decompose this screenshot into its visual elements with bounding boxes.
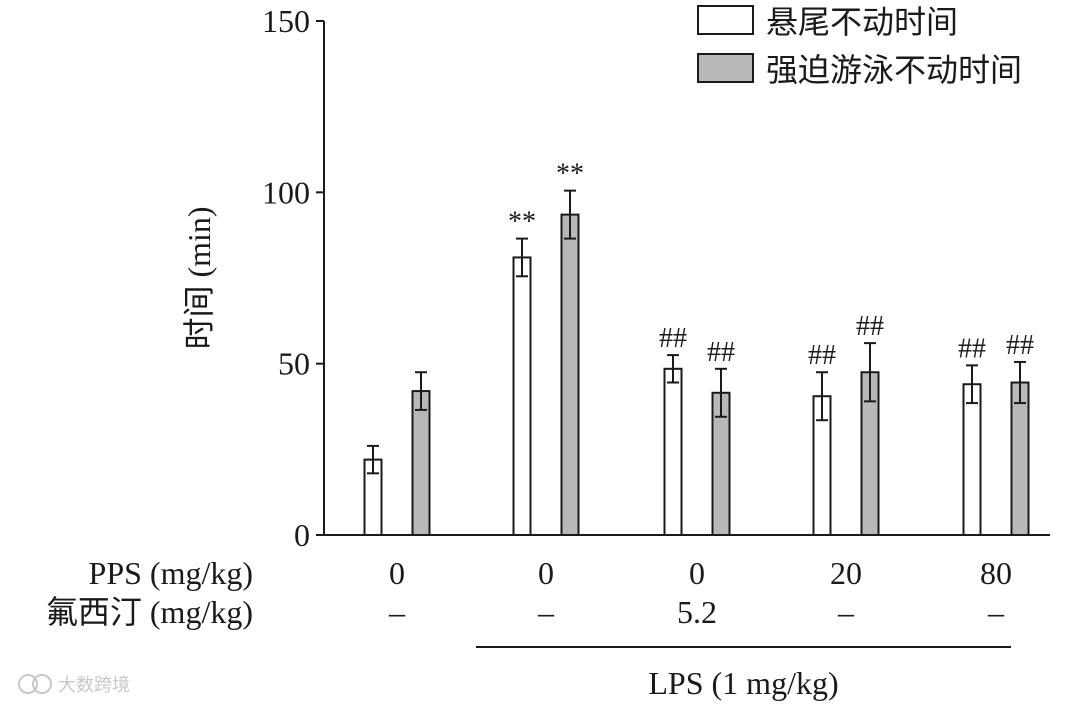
significance-mark: **	[556, 159, 584, 190]
row-value: –	[388, 594, 406, 630]
bar-tail-suspension	[512, 256, 532, 536]
y-tick-label: 100	[262, 174, 310, 210]
row-value: 0	[389, 555, 405, 591]
row-value: 80	[980, 555, 1012, 591]
row-label: 氟西汀 (mg/kg)	[46, 594, 253, 630]
legend-swatch	[697, 53, 754, 83]
y-axis-label: 时间 (min)	[181, 206, 217, 349]
lps-label: LPS (1 mg/kg)	[648, 665, 838, 701]
y-tick-label: 150	[262, 3, 310, 39]
significance-mark: ##	[707, 337, 735, 368]
row-label: PPS (mg/kg)	[89, 555, 253, 591]
row-value: 0	[689, 555, 705, 591]
significance-mark: ##	[808, 340, 836, 371]
row-value: 5.2	[677, 594, 717, 630]
bar-forced-swim	[1010, 381, 1030, 536]
y-tick-label: 0	[294, 517, 310, 553]
legend-swatch	[697, 5, 754, 35]
y-tick-label: 50	[278, 346, 310, 382]
watermark-text: 大数跨境	[58, 675, 130, 696]
row-value: –	[837, 594, 855, 630]
significance-mark: ##	[856, 311, 884, 342]
significance-mark: ##	[1006, 330, 1034, 361]
row-value: 0	[538, 555, 554, 591]
row-value: 20	[830, 555, 862, 591]
bars	[363, 213, 1030, 537]
significance-mark: ##	[659, 323, 687, 354]
watermark: 大数跨境	[18, 674, 130, 696]
y-axis: 0 50 100 150	[262, 3, 325, 553]
row-value: –	[987, 594, 1005, 630]
bar-forced-swim	[411, 390, 431, 536]
legend-label: 强迫游泳不动时间	[766, 51, 1022, 89]
legend-label: 悬尾不动时间	[766, 3, 958, 41]
bar-forced-swim	[560, 213, 580, 537]
significance-mark: **	[508, 207, 536, 238]
watermark-logo-icon	[18, 674, 38, 694]
dose-table: PPS (mg/kg) 0 0 0 20 80 氟西汀 (mg/kg) – – 5.2 – –	[46, 555, 1012, 630]
error-bars	[367, 189, 1026, 475]
bar-tail-suspension	[663, 367, 683, 536]
lps-group-bracket: LPS (1 mg/kg)	[476, 646, 1011, 701]
row-value: –	[537, 594, 555, 630]
bar-tail-suspension	[962, 383, 982, 536]
significance-mark: ##	[958, 333, 986, 364]
significance-annotations: ** ## ## ## ** ## ## ##	[508, 159, 1034, 372]
